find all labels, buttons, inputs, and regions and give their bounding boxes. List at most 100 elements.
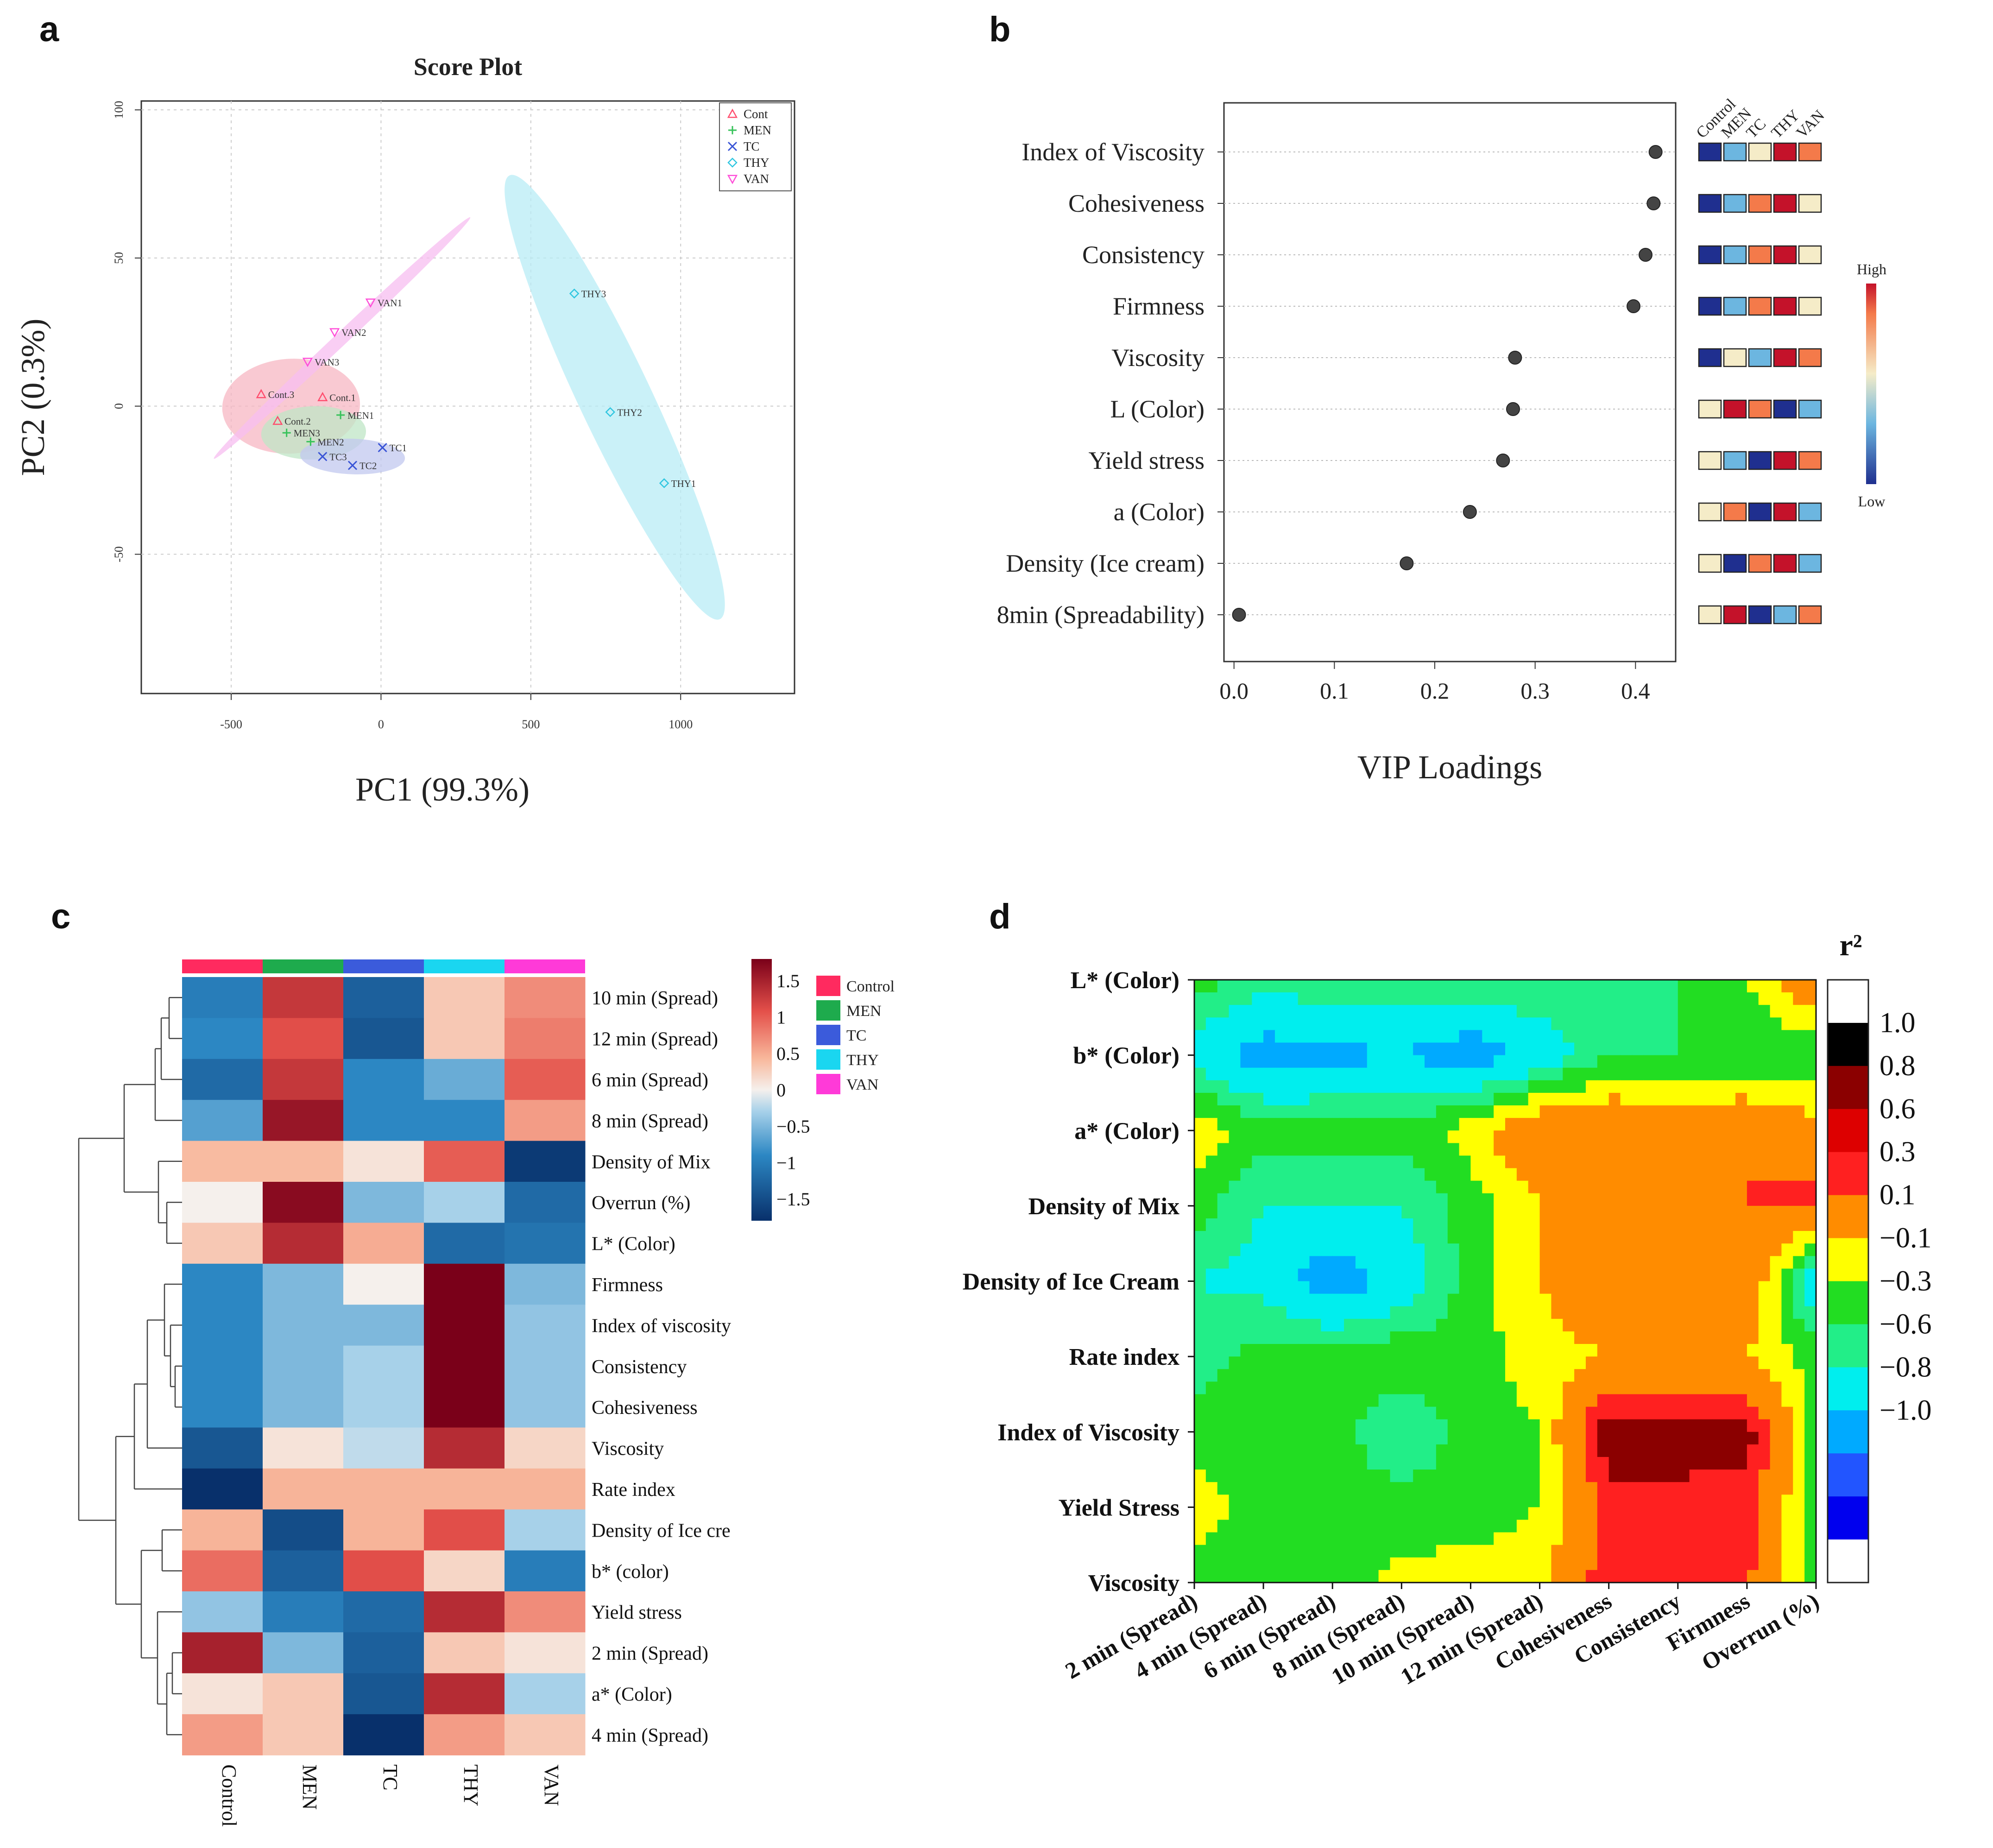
contour-cell <box>1747 1067 1759 1081</box>
contour-cell <box>1804 1507 1816 1520</box>
contour-cell <box>1701 1256 1713 1269</box>
contour-cell <box>1240 1118 1253 1131</box>
contour-cell <box>1574 1143 1586 1156</box>
contour-cell <box>1344 1143 1356 1156</box>
contour-cell <box>1608 1419 1621 1432</box>
contour-cell <box>1793 1394 1805 1407</box>
contour-cell <box>1701 1243 1713 1257</box>
contour-cell <box>1735 1495 1747 1508</box>
contour-cell <box>1804 1570 1816 1583</box>
contour-cell <box>1689 1042 1702 1056</box>
contour-cell <box>1585 1055 1598 1068</box>
contour-cell <box>1229 1118 1241 1131</box>
contour-cell <box>1229 1143 1241 1156</box>
contour-cell <box>1724 1457 1736 1470</box>
contour-cell <box>1355 1055 1368 1068</box>
contour-cell <box>1436 1545 1448 1558</box>
contour-cell <box>1781 1570 1794 1583</box>
contour-cell <box>1332 1218 1344 1231</box>
contour-cell <box>1494 1532 1506 1545</box>
contour-cell <box>1793 1331 1805 1344</box>
contour-cell <box>1758 1545 1771 1558</box>
contour-cell <box>1608 1130 1621 1144</box>
contour-cell <box>1528 1193 1540 1206</box>
contour-cell <box>1632 1394 1644 1407</box>
contour-cell <box>1286 1042 1299 1056</box>
contour-cell <box>1505 1055 1517 1068</box>
vip-group-cell <box>1698 605 1722 624</box>
contour-cell <box>1194 1520 1206 1533</box>
contour-cell <box>1355 1419 1368 1432</box>
contour-cell <box>1632 1306 1644 1319</box>
contour-cell <box>1390 1545 1402 1558</box>
contour-cell <box>1597 1369 1609 1382</box>
contour-cell <box>1747 1205 1759 1219</box>
contour-cell <box>1240 1017 1253 1031</box>
contour-cell <box>1482 1118 1494 1131</box>
contour-cell <box>1332 1507 1344 1520</box>
contour-cell <box>1217 1080 1230 1093</box>
contour-cell <box>1482 1457 1494 1470</box>
contour-cell <box>1436 1495 1448 1508</box>
contour-cell <box>1781 1356 1794 1370</box>
contour-cell <box>1482 1394 1494 1407</box>
heatmap-cell <box>424 1427 505 1469</box>
contour-cell <box>1758 1344 1771 1357</box>
contour-cell <box>1678 1067 1690 1081</box>
contour-cell <box>1425 1482 1437 1495</box>
contour-cell <box>1309 1495 1322 1508</box>
contour-cell <box>1551 1055 1564 1068</box>
contour-cell <box>1240 1105 1253 1118</box>
contour-cell <box>1217 1394 1230 1407</box>
contour-cell <box>1494 1507 1506 1520</box>
contour-cell <box>1678 1168 1690 1181</box>
contour-cell <box>1321 1193 1333 1206</box>
contour-cell <box>1298 1130 1310 1144</box>
vip-point <box>1648 145 1663 159</box>
contour-cell <box>1413 1293 1425 1307</box>
contour-cell <box>1574 1507 1586 1520</box>
contour-cell <box>1701 980 1713 993</box>
contour-cell <box>1632 1470 1644 1482</box>
contour-cell <box>1620 1369 1633 1382</box>
contour-cell <box>1194 1394 1206 1407</box>
contour-cell <box>1274 1457 1287 1470</box>
vip-x-axis-label: VIP Loadings <box>1357 749 1542 786</box>
vip-feature-label: Viscosity <box>1111 344 1205 372</box>
contour-cell <box>1655 1293 1667 1307</box>
contour-cell <box>1643 1557 1655 1570</box>
heatmap-colorbar-tick: −0.5 <box>776 1116 810 1137</box>
contour-cell <box>1689 1520 1702 1533</box>
contour-cell <box>1632 1344 1644 1357</box>
contour-cell <box>1735 980 1747 993</box>
contour-cell <box>1597 1482 1609 1495</box>
contour-cell <box>1494 1444 1506 1457</box>
contour-cell <box>1447 992 1460 1006</box>
contour-cell <box>1770 1155 1782 1169</box>
contour-cell <box>1563 1180 1575 1194</box>
contour-cell <box>1712 1381 1724 1395</box>
contour-cell <box>1724 1570 1736 1583</box>
contour-cell <box>1701 1419 1713 1432</box>
contour-cell <box>1217 1344 1230 1357</box>
contour-cell <box>1770 1193 1782 1206</box>
contour-cell <box>1597 1406 1609 1420</box>
contour-cell <box>1470 1532 1483 1545</box>
contour-cell <box>1574 1394 1586 1407</box>
contour-cell <box>1793 1243 1805 1257</box>
contour-cell <box>1321 1256 1333 1269</box>
contour-cell <box>1425 1017 1437 1031</box>
contour-cell <box>1401 1030 1413 1043</box>
contour-cell <box>1563 1381 1575 1395</box>
contour-cell <box>1321 1406 1333 1420</box>
contour-cell <box>1758 1356 1771 1370</box>
contour-cell <box>1194 1080 1206 1093</box>
confidence-ellipse-thy <box>505 175 725 620</box>
contour-cell <box>1194 1331 1206 1344</box>
vip-group-cell <box>1723 142 1747 162</box>
contour-cell <box>1666 1419 1678 1432</box>
contour-cell <box>1447 1168 1460 1181</box>
contour-cell <box>1632 1231 1644 1244</box>
contour-cell <box>1597 1331 1609 1344</box>
contour-cell <box>1793 1369 1805 1382</box>
